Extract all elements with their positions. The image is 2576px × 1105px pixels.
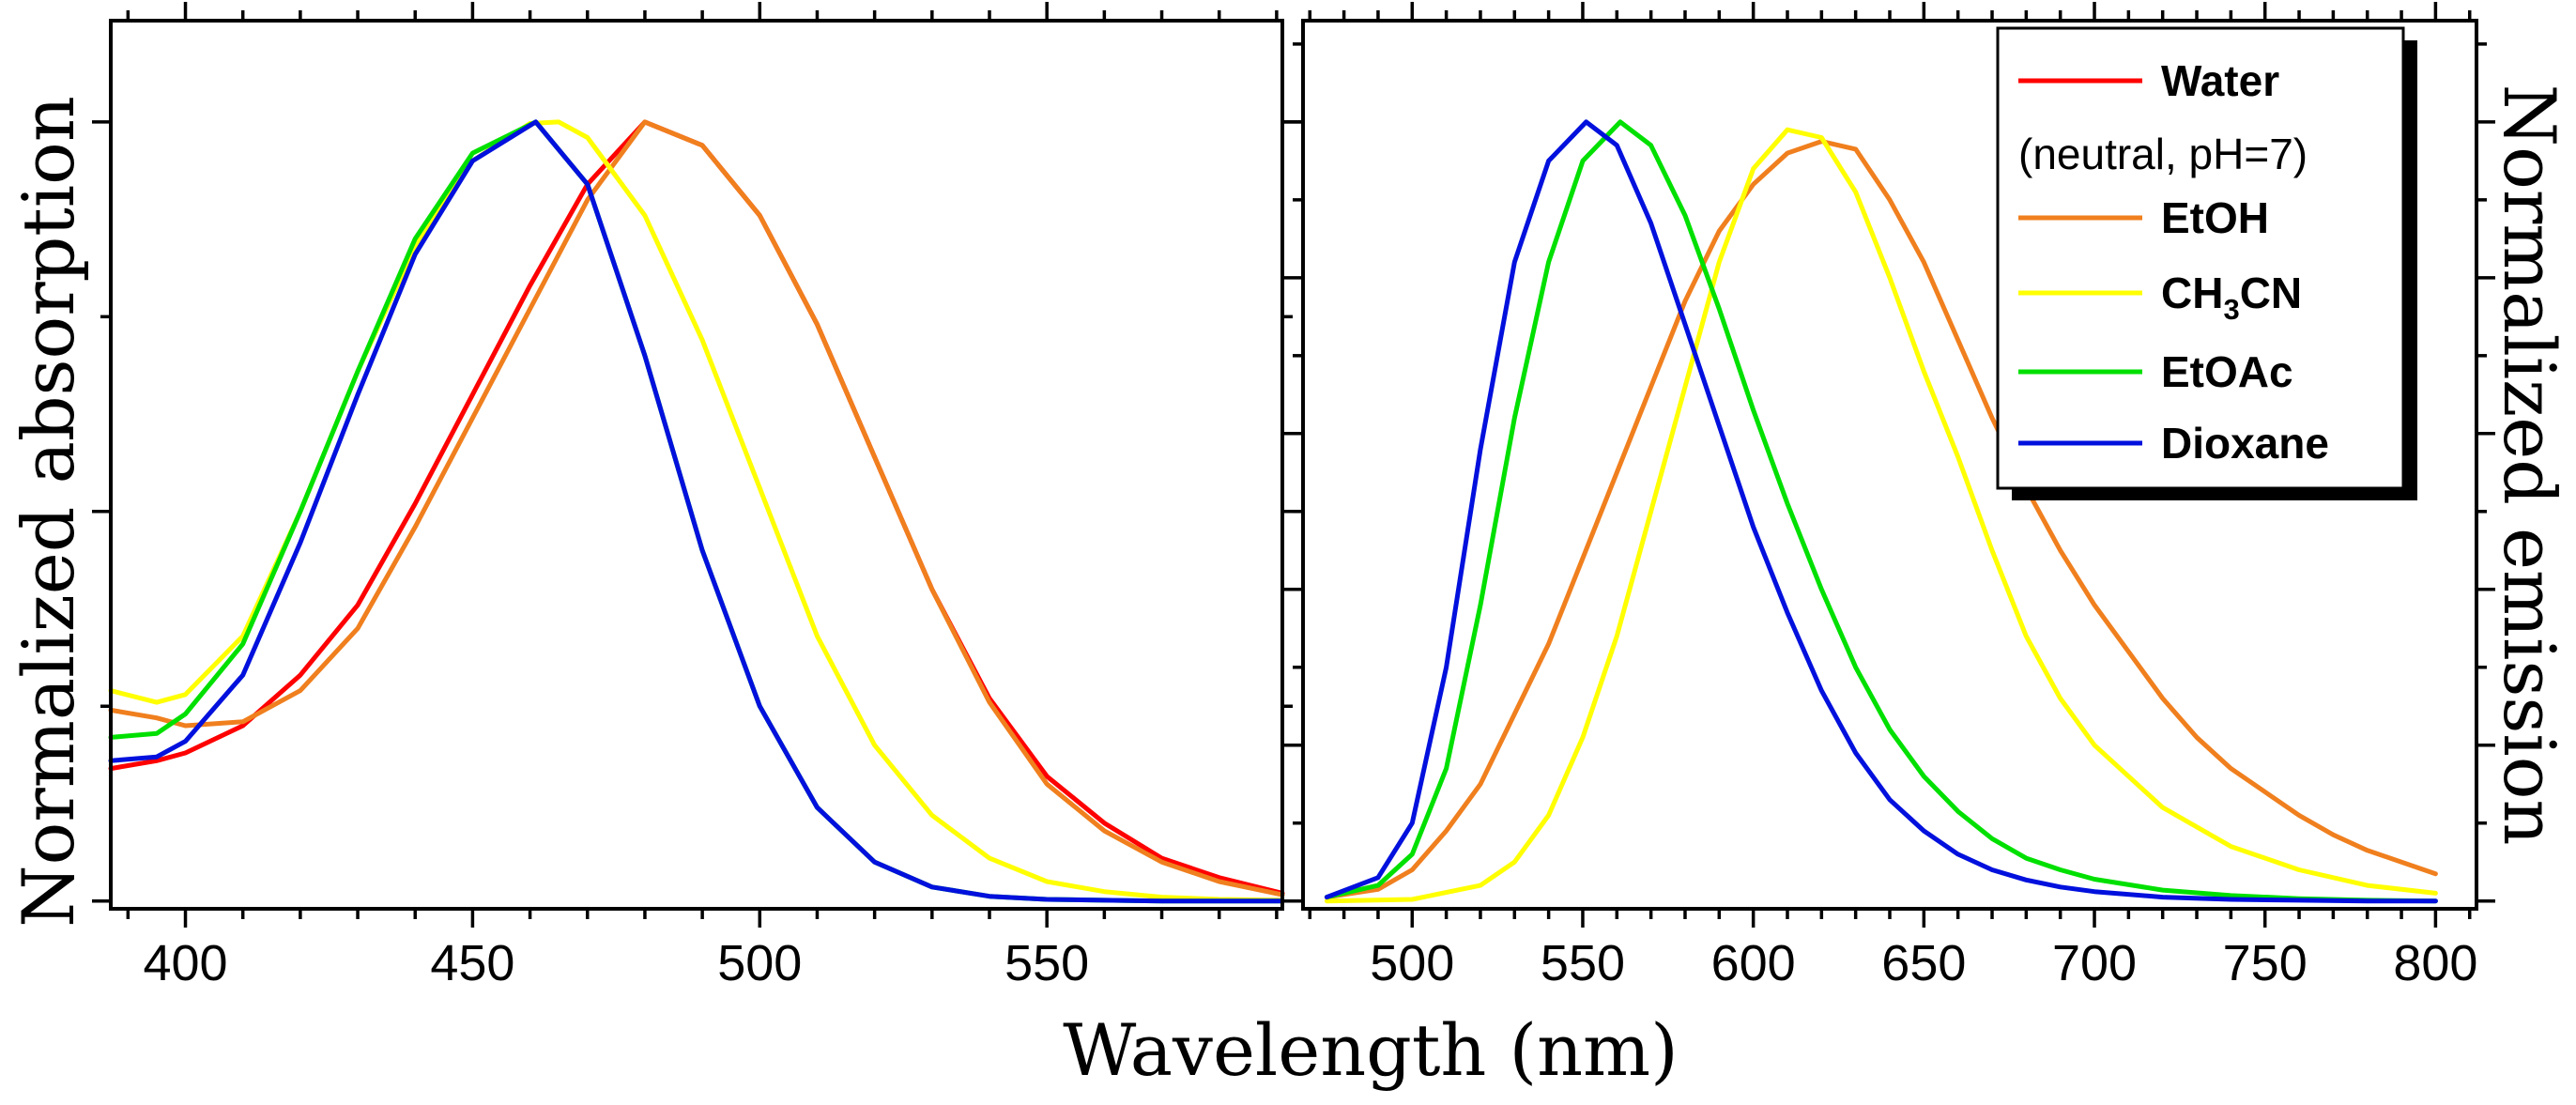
emission-series-etoac <box>1324 119 2438 904</box>
emission-series <box>1324 119 2438 904</box>
absorption-x-tick-label: 450 <box>430 935 514 991</box>
emission-x-tick-label: 600 <box>1711 935 1796 991</box>
legend-label-ch3cn: CH3CN <box>2161 269 2302 326</box>
emission-x-tick-label: 800 <box>2393 935 2477 991</box>
emission-x-tick-label: 750 <box>2223 935 2308 991</box>
legend-label-water: Water <box>2161 56 2279 105</box>
x-axis-label: Wavelength (nm) <box>1063 1008 1679 1092</box>
absorption-series-dioxane <box>108 119 1285 904</box>
emission-series-ch3cn <box>1324 127 2438 904</box>
emission-series-etoh <box>1324 139 2438 900</box>
legend-label-etoac: EtOAc <box>2161 347 2293 396</box>
emission-x-tick-label: 700 <box>2052 935 2137 991</box>
y-axis-label-emission: Normalized emission <box>2488 84 2571 846</box>
absorption-axis-frame <box>109 19 1284 911</box>
absorption-panel: 400 450 500 550 <box>92 2 1301 991</box>
absorption-x-tick-label: 550 <box>1004 935 1089 991</box>
emission-panel: 500 550 600 650 700 750 800 <box>1284 2 2495 991</box>
absorption-axes: 400 450 500 550 <box>92 2 1301 991</box>
absorption-x-tick-label: 500 <box>717 935 802 991</box>
absorption-series-water <box>108 119 1285 896</box>
emission-x-tick-label: 550 <box>1541 935 1625 991</box>
emission-axes: 500 550 600 650 700 750 800 <box>1284 2 2495 991</box>
emission-x-tick-label: 500 <box>1370 935 1454 991</box>
absorption-series-ch3cn <box>108 119 1285 903</box>
absorption-series-etoac <box>108 119 1285 904</box>
legend-note-water: (neutral, pH=7) <box>2018 130 2308 178</box>
absorption-series <box>108 119 1285 904</box>
absorption-series-etoh <box>108 119 1285 898</box>
emission-x-tick-label: 650 <box>1881 935 1966 991</box>
legend-label-etoh: EtOH <box>2161 193 2269 242</box>
legend: Water (neutral, pH=7) EtOH CH3CN EtOAc D… <box>1996 26 2417 500</box>
emission-series-dioxane <box>1324 119 2438 904</box>
legend-label-dioxane: Dioxane <box>2161 419 2329 468</box>
legend-box <box>1996 26 2405 490</box>
absorption-x-tick-label: 400 <box>143 935 227 991</box>
y-axis-label-absorption: Normalized absorption <box>7 96 90 928</box>
